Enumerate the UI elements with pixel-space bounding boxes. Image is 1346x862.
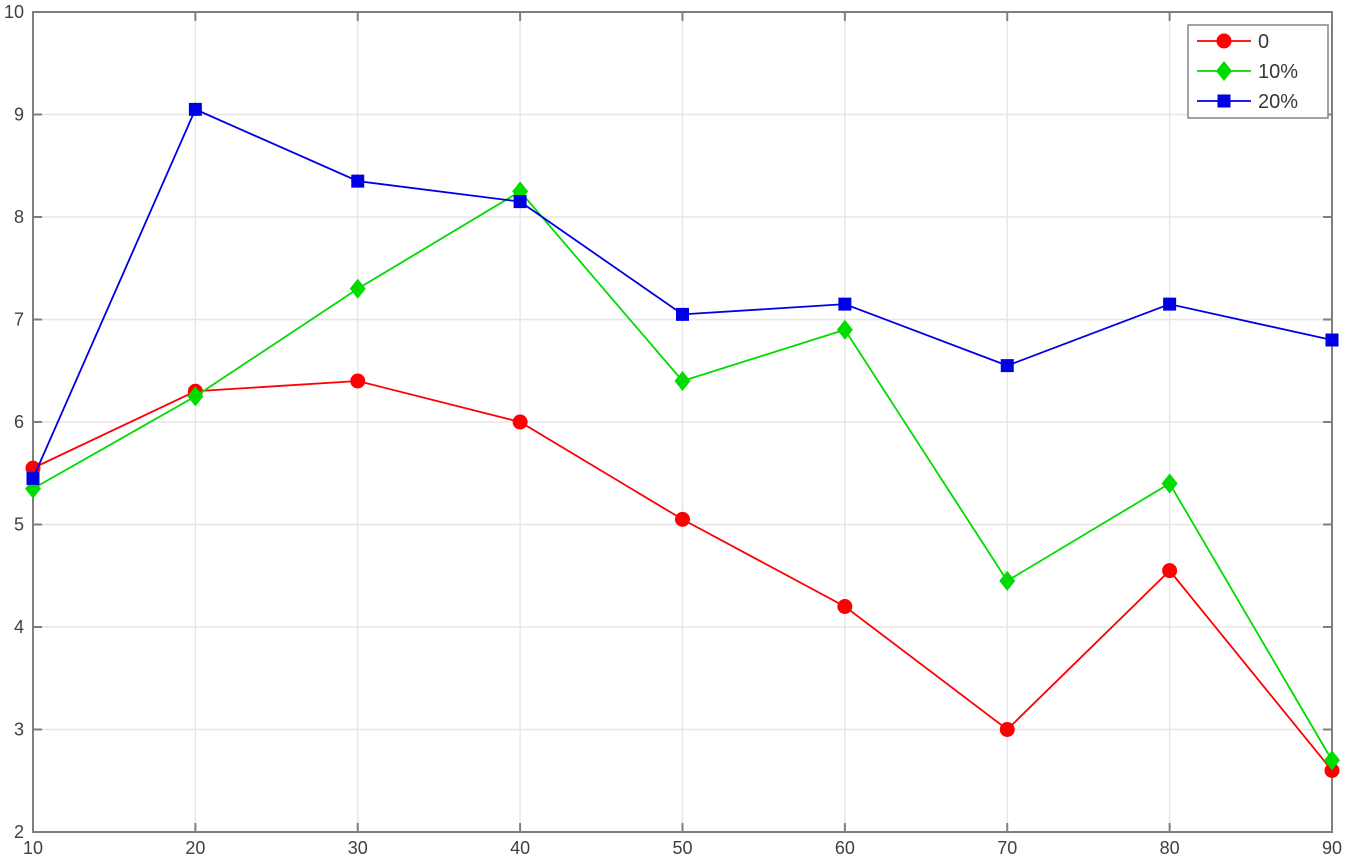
legend-item-20%: 20% [1197, 91, 1298, 113]
x-axis-tick-label: 20 [185, 838, 205, 858]
y-axis-tick-label: 5 [14, 515, 24, 535]
tick-labels: 10 20 30 40 50 60 70 80 90 2 3 4 5 6 7 8 9 10 [4, 2, 1342, 858]
x-axis-tick-label: 80 [1160, 838, 1180, 858]
x-axis-tick-label: 50 [672, 838, 692, 858]
x-axis-tick-label: 90 [1322, 838, 1342, 858]
y-axis-tick-label: 8 [14, 207, 24, 227]
y-axis-tick-label: 3 [14, 720, 24, 740]
y-axis-tick-label: 4 [14, 617, 24, 637]
y-axis-tick-label: 10 [4, 2, 24, 22]
x-axis-tick-label: 70 [997, 838, 1017, 858]
x-axis-tick-label: 40 [510, 838, 530, 858]
y-axis-tick-label: 9 [14, 105, 24, 125]
legend-label: 20% [1258, 91, 1298, 113]
legend: 0 10% 20% [1187, 24, 1329, 119]
series-10% [25, 181, 1340, 771]
x-axis-tick-label: 60 [835, 838, 855, 858]
x-axis-tick-label: 10 [23, 838, 43, 858]
y-axis-tick-label: 7 [14, 310, 24, 330]
x-axis-tick-label: 30 [348, 838, 368, 858]
legend-item-0: 0 [1197, 31, 1269, 53]
series-20% [26, 102, 1339, 485]
y-axis-tick-label: 2 [14, 822, 24, 842]
tick-marks [32, 11, 1333, 833]
legend-item-10%: 10% [1197, 61, 1298, 83]
gridlines [33, 12, 1332, 832]
y-axis-tick-label: 6 [14, 412, 24, 432]
legend-label: 0 [1258, 31, 1269, 53]
legend-label: 10% [1258, 61, 1298, 83]
